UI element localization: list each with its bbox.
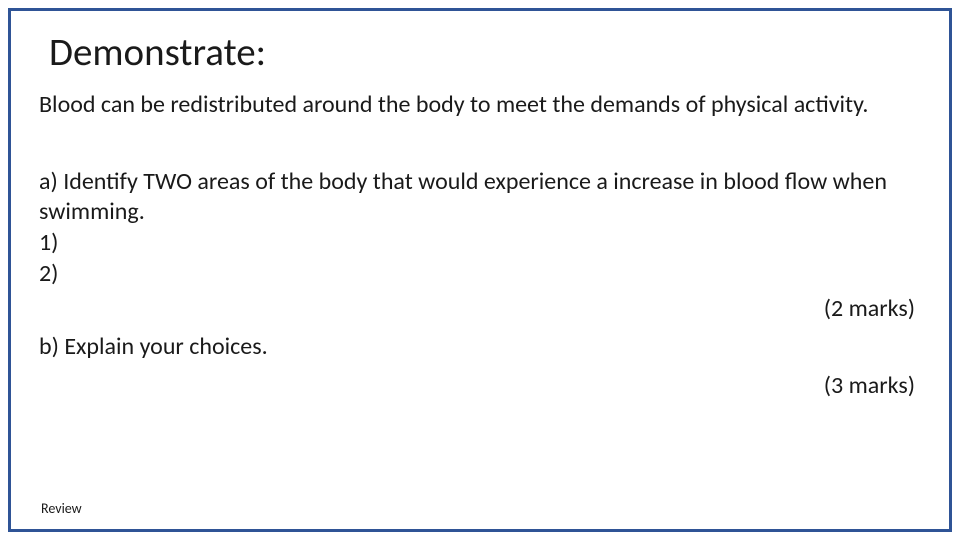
question-a: a) Identify TWO areas of the body that w…: [39, 167, 921, 226]
marks-b: (3 marks): [39, 371, 915, 400]
slide-frame: Demonstrate: Blood can be redistributed …: [8, 8, 952, 532]
answer-line-2: 2): [39, 259, 921, 288]
intro-text: Blood can be redistributed around the bo…: [39, 90, 921, 119]
answer-line-1: 1): [39, 228, 921, 257]
question-b: b) Explain your choices.: [39, 332, 921, 361]
slide-title: Demonstrate:: [49, 29, 921, 76]
footer-label: Review: [41, 500, 82, 517]
marks-a: (2 marks): [39, 294, 915, 323]
